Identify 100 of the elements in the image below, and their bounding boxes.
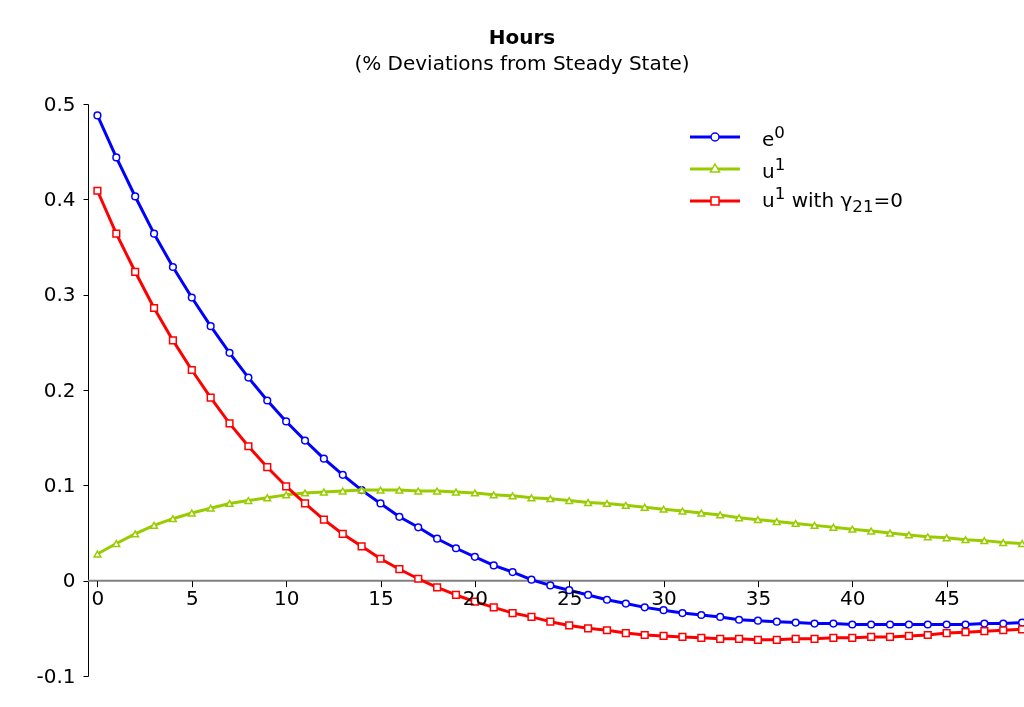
- y-tick-label: 0.4: [43, 186, 76, 211]
- x-tick-label: 40: [840, 586, 866, 611]
- x-tick-label: 35: [745, 586, 772, 611]
- point: [149, 521, 159, 530]
- point: [697, 509, 706, 517]
- point: [244, 496, 253, 505]
- point: [338, 470, 347, 479]
- point: [451, 544, 461, 553]
- point: [621, 599, 630, 608]
- point: [980, 536, 989, 545]
- x-tick-label: 45: [934, 586, 960, 611]
- point: [659, 606, 668, 615]
- point: [93, 550, 102, 558]
- point: [640, 603, 649, 612]
- y-tick-label: 0.2: [43, 377, 76, 402]
- point: [697, 633, 706, 642]
- point: [414, 487, 423, 495]
- point: [149, 229, 159, 238]
- point: [131, 530, 140, 538]
- point: [395, 512, 404, 521]
- point: [319, 515, 328, 524]
- point: [602, 499, 612, 508]
- point: [867, 620, 876, 629]
- point: [357, 542, 366, 551]
- point: [282, 417, 291, 426]
- point: [451, 488, 461, 496]
- point: [414, 523, 423, 532]
- point: [433, 583, 442, 592]
- point: [716, 612, 725, 621]
- legend-label: e$^{0}$: [762, 123, 785, 151]
- point: [395, 486, 404, 494]
- point: [999, 538, 1008, 547]
- point: [583, 624, 593, 633]
- x-tick-label: 0: [91, 586, 105, 611]
- legend-label: u$^{1}$: [762, 155, 786, 183]
- point: [565, 621, 574, 630]
- point: [885, 632, 895, 642]
- y-tick-label: 0.1: [43, 472, 76, 497]
- point: [678, 507, 687, 515]
- point: [791, 634, 800, 643]
- point: [168, 336, 178, 345]
- point: [904, 620, 913, 629]
- point: [187, 293, 196, 302]
- point: [829, 619, 838, 628]
- point: [942, 620, 951, 629]
- point: [300, 436, 310, 445]
- point: [433, 487, 442, 495]
- y-tick-label: 0.5: [43, 91, 76, 116]
- point: [206, 322, 215, 331]
- point: [225, 499, 234, 508]
- point: [131, 192, 140, 201]
- point: [848, 633, 857, 642]
- point: [753, 516, 763, 524]
- point: [112, 229, 121, 238]
- point: [546, 581, 555, 590]
- point: [112, 153, 121, 162]
- point: [810, 634, 819, 643]
- point: [565, 496, 574, 505]
- point: [810, 521, 819, 530]
- point: [338, 529, 347, 539]
- point: [263, 494, 272, 502]
- point: [376, 499, 385, 508]
- point: [772, 635, 781, 644]
- point: [999, 626, 1008, 635]
- point: [867, 632, 876, 642]
- y-tick-label: -0.1: [36, 663, 76, 688]
- point: [923, 630, 932, 640]
- x-tick-label: 10: [273, 586, 300, 611]
- point: [300, 489, 310, 497]
- point: [187, 509, 196, 517]
- point: [149, 303, 159, 313]
- point: [263, 396, 272, 405]
- point: [319, 454, 328, 463]
- point: [980, 627, 989, 636]
- point: [734, 514, 744, 522]
- point: [867, 527, 876, 535]
- point: [225, 348, 234, 357]
- point: [734, 634, 744, 643]
- point: [112, 539, 121, 548]
- point: [546, 617, 555, 626]
- point: [810, 619, 819, 628]
- point: [187, 365, 196, 375]
- point: [961, 536, 970, 544]
- point: [376, 554, 385, 563]
- point: [376, 486, 385, 494]
- point: [93, 111, 102, 120]
- point: [923, 533, 932, 541]
- point: [753, 616, 763, 625]
- point: [999, 619, 1008, 628]
- point: [131, 267, 140, 276]
- point: [244, 373, 253, 382]
- point: [470, 489, 479, 497]
- point: [489, 491, 498, 499]
- point: [791, 519, 800, 528]
- point: [263, 463, 272, 472]
- point: [640, 503, 649, 511]
- point: [716, 634, 725, 643]
- point: [942, 629, 951, 638]
- point: [527, 575, 536, 584]
- point: [942, 534, 951, 542]
